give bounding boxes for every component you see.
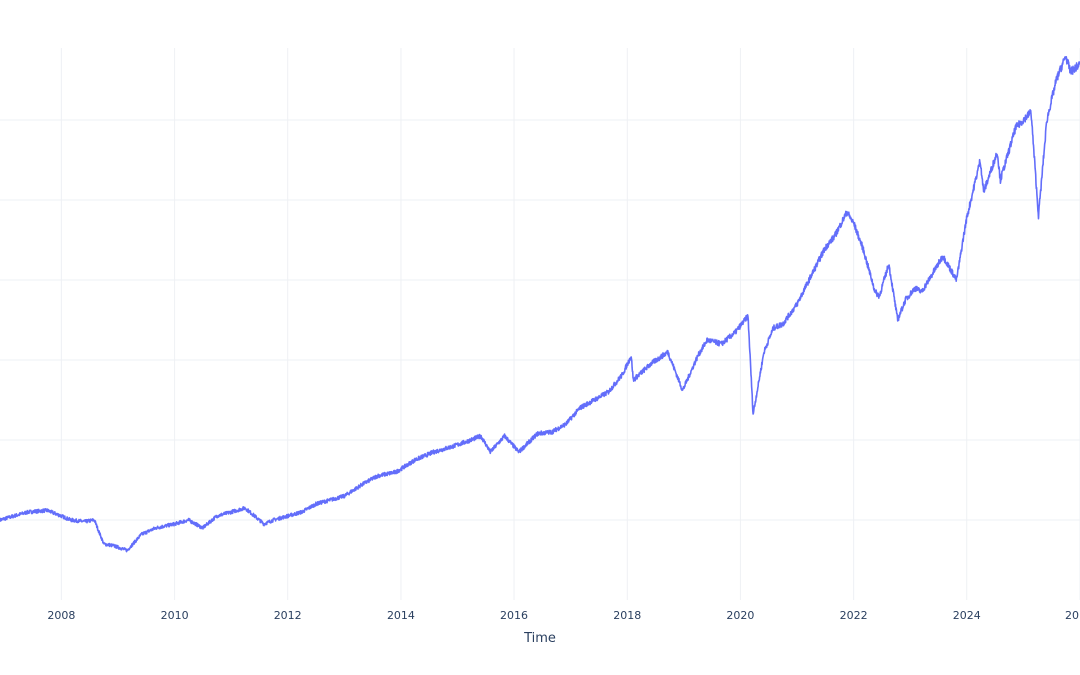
gridlines (0, 48, 1080, 600)
x-tick-label: 2008 (47, 609, 75, 622)
x-tick-label: 2012 (274, 609, 302, 622)
x-tick-label: 2024 (953, 609, 981, 622)
series-layer (0, 56, 1080, 553)
x-tick-label: 2020 (726, 609, 754, 622)
x-tick-label: 2018 (613, 609, 641, 622)
x-axis-title: Time (523, 631, 556, 646)
series-line (0, 56, 1080, 553)
x-tick-label: 2016 (500, 609, 528, 622)
x-tick-label: 2010 (161, 609, 189, 622)
x-tick-label: 2014 (387, 609, 415, 622)
x-tick-label: 20 (1065, 609, 1079, 622)
x-axis-ticks: 2008 2010 2012 2014 2016 2018 2020 2022 2024 20 (47, 609, 1079, 622)
x-tick-label: 2022 (840, 609, 868, 622)
